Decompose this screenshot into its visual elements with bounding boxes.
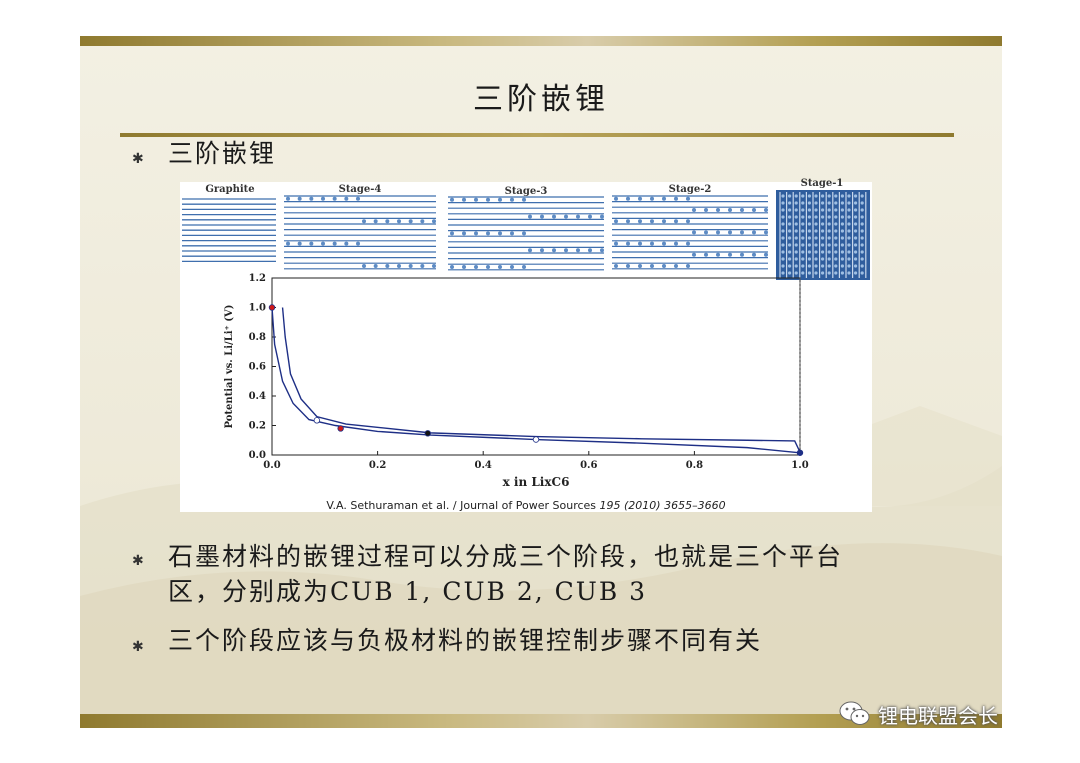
y-axis-label: Potential vs. Li/Li⁺ (V) bbox=[224, 304, 235, 428]
top-decor-bar bbox=[80, 36, 1002, 46]
slide-title: 三阶嵌锂 bbox=[473, 82, 609, 117]
data-point bbox=[424, 430, 431, 437]
plot-frame bbox=[271, 277, 801, 456]
graphite-layers bbox=[182, 198, 276, 263]
stage-4-layers bbox=[284, 195, 436, 270]
series-line-2 bbox=[281, 307, 801, 453]
stage-3-layers bbox=[448, 196, 604, 271]
stage-1-layers bbox=[776, 190, 870, 280]
stage-label-4: Stage-4 bbox=[338, 184, 382, 195]
x-tick-label: 0.6 bbox=[580, 460, 597, 471]
bullet-text-1: 三阶嵌锂 bbox=[168, 139, 277, 168]
background-landscape bbox=[80, 386, 1002, 728]
stage-2-layers bbox=[612, 195, 768, 270]
x-tick-label: 0.2 bbox=[369, 460, 386, 471]
x-tick-label: 0.4 bbox=[474, 460, 491, 471]
y-tick-label: 1.0 bbox=[249, 303, 266, 314]
title-underline bbox=[120, 133, 954, 137]
series-line-1 bbox=[271, 307, 801, 454]
stage-label-3: Stage-3 bbox=[504, 186, 548, 197]
y-tick-label: 0.0 bbox=[249, 450, 266, 461]
bottom-decor-bar bbox=[80, 714, 1002, 728]
figure: Graphite Stage-4 Stage-3 Stage-2 Stage-1… bbox=[180, 178, 872, 512]
bullet-icon: ✱ bbox=[132, 639, 144, 655]
y-tick-label: 0.6 bbox=[249, 362, 266, 373]
x-tick-label: 0.0 bbox=[263, 460, 280, 471]
bullet-text-2-line1: 石墨材料的嵌锂过程可以分成三个阶段，也就是三个平台 bbox=[168, 542, 844, 571]
data-point bbox=[313, 417, 321, 424]
stage-label-graphite: Graphite bbox=[205, 184, 255, 195]
stage-diagrams bbox=[182, 190, 870, 280]
slide: 三阶嵌锂 ✱ 三阶嵌锂 Graphite Stage-4 Stage-3 Sta… bbox=[80, 36, 1002, 728]
watermark-text: 锂电联盟会长 bbox=[878, 703, 998, 728]
watermark: 锂电联盟会长 bbox=[838, 700, 998, 728]
data-point bbox=[796, 449, 804, 456]
potential-chart: 0.0 0.2 0.4 0.6 0.8 1.0 0.0 0.2 0.4 0.6 0.8 1.0 1.2 x… bbox=[224, 273, 809, 489]
wechat-icon bbox=[839, 701, 870, 725]
x-tick-label: 1.0 bbox=[791, 460, 808, 471]
stage-label-1: Stage-1 bbox=[800, 178, 844, 189]
data-point bbox=[268, 304, 276, 311]
y-tick-label: 0.4 bbox=[249, 391, 266, 402]
bullet-text-2-line2: 区，分别成为CUB 1, CUB 2, CUB 3 bbox=[168, 577, 648, 606]
citation-volume: 195 (2010) 3655–3660 bbox=[599, 499, 726, 512]
bullet-icon: ✱ bbox=[132, 151, 144, 167]
data-point bbox=[532, 436, 540, 443]
citation: V.A. Sethuraman et al. / Journal of Powe… bbox=[180, 499, 872, 512]
stage-label-2: Stage-2 bbox=[668, 184, 712, 195]
y-tick-label: 1.2 bbox=[249, 273, 266, 284]
bullet-text-3: 三个阶段应该与负极材料的嵌锂控制步骤不同有关 bbox=[168, 626, 763, 655]
x-tick-label: 0.8 bbox=[686, 460, 703, 471]
citation-authors: V.A. Sethuraman et al. / Journal of Powe… bbox=[326, 499, 600, 512]
data-point bbox=[337, 425, 344, 432]
y-tick-label: 0.2 bbox=[249, 421, 266, 432]
bullet-icon: ✱ bbox=[132, 553, 144, 569]
y-tick-label: 0.8 bbox=[249, 332, 266, 343]
x-axis-label: x in LixC6 bbox=[503, 475, 570, 489]
